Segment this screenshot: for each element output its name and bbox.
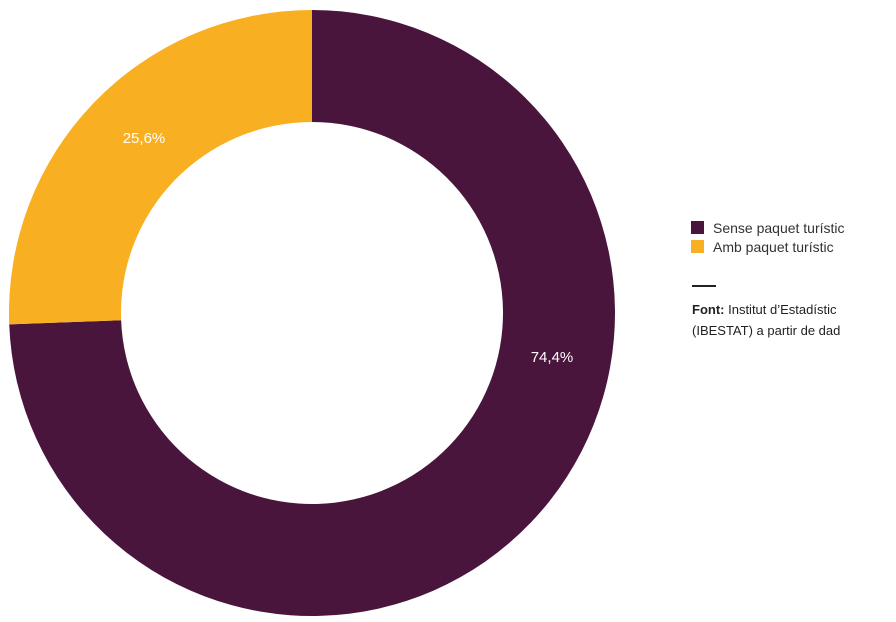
legend-item-amb-paquet: Amb paquet turístic — [691, 237, 845, 256]
source-line-1-text: Institut d’Estadístic — [724, 302, 837, 317]
legend-label-sense-paquet: Sense paquet turístic — [713, 219, 845, 236]
slice-label-amb-paquet: 25,6% — [123, 130, 166, 147]
legend-label-amb-paquet: Amb paquet turístic — [713, 238, 834, 255]
source-note: Font: Institut d’Estadístic (IBESTAT) a … — [692, 299, 896, 341]
legend: Sense paquet turístic Amb paquet turísti… — [691, 218, 845, 256]
source-divider — [692, 285, 716, 287]
donut-chart: 74,4% 25,6% — [8, 10, 616, 617]
slice-label-sense-paquet: 74,4% — [531, 349, 574, 366]
source-prefix: Font: — [692, 302, 725, 317]
source-line-2: (IBESTAT) a partir de dad — [692, 323, 841, 338]
donut-slice-amb-paquet — [8, 10, 312, 325]
legend-item-sense-paquet: Sense paquet turístic — [691, 218, 845, 237]
donut-slice-sense-paquet — [9, 10, 616, 617]
source-line-1: Font: Institut d’Estadístic — [692, 299, 896, 320]
legend-swatch-sense-paquet — [691, 221, 704, 234]
legend-swatch-amb-paquet — [691, 240, 704, 253]
